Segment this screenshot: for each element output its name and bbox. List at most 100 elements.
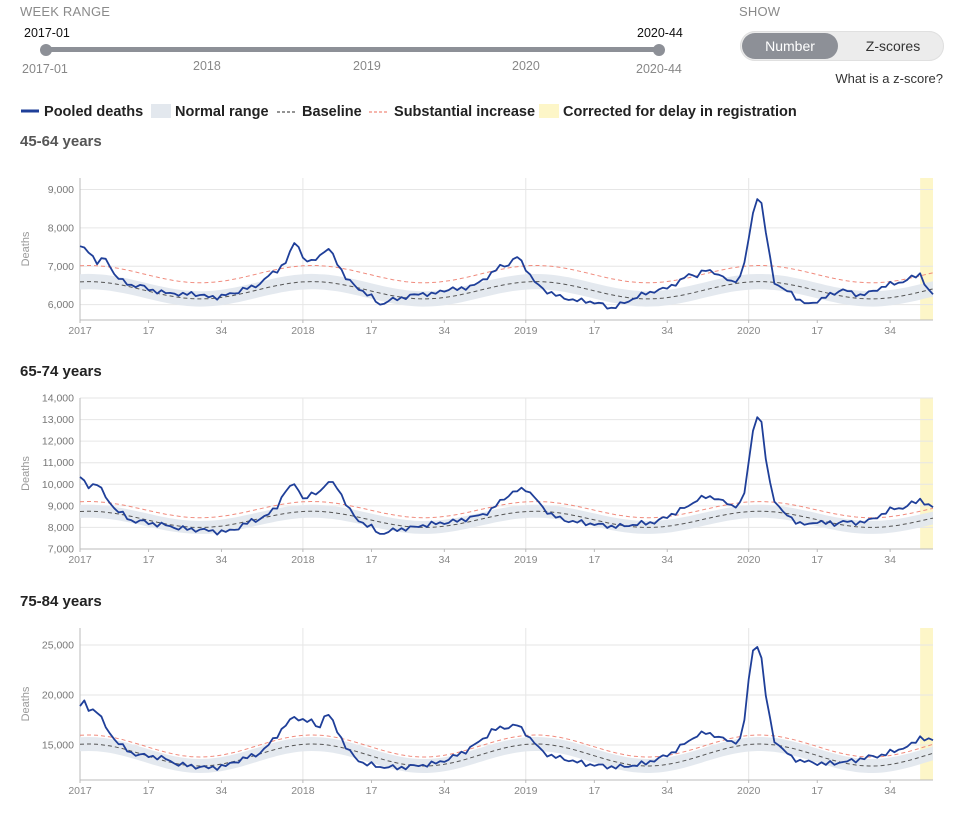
y-tick-label: 8,000 (48, 522, 74, 534)
x-tick-label: 34 (439, 325, 451, 337)
x-tick-label: 2020 (737, 554, 761, 566)
range-max-label: 2020-44 (636, 62, 682, 76)
x-tick-label: 17 (811, 325, 823, 337)
y-tick-label: 15,000 (42, 740, 74, 752)
x-tick-label: 2020 (737, 785, 761, 797)
slider-handle-end[interactable] (653, 44, 665, 56)
toggle-zscores[interactable]: Z-scores (865, 38, 921, 54)
x-tick-label: 17 (366, 554, 378, 566)
substantial-increase-line (79, 734, 934, 758)
x-tick-label: 34 (884, 785, 896, 797)
week-range-slider[interactable] (40, 44, 666, 56)
legend-corrected-label: Corrected for delay in registration (563, 104, 797, 120)
x-tick-label: 34 (884, 325, 896, 337)
legend: Pooled deaths Normal range Baseline Subs… (20, 104, 920, 122)
x-tick-label: 17 (143, 785, 155, 797)
x-tick-label: 34 (439, 785, 451, 797)
corrected-swatch-icon (539, 104, 559, 118)
y-axis-label: Deaths (20, 686, 32, 721)
y-axis-label: Deaths (20, 231, 32, 266)
x-tick-label: 17 (589, 325, 601, 337)
y-tick-label: 10,000 (42, 479, 74, 491)
y-tick-label: 7,000 (48, 544, 74, 556)
normal-range-band (80, 504, 933, 534)
pooled-deaths-line (79, 416, 934, 536)
y-tick-label: 6,000 (48, 299, 74, 311)
legend-substantial: Substantial increase (368, 104, 535, 120)
substantial-increase-line (79, 500, 934, 519)
panel-title-75-84: 75-84 years (20, 593, 102, 610)
y-tick-label: 20,000 (42, 690, 74, 702)
legend-corrected: Corrected for delay in registration (539, 104, 797, 120)
y-tick-label: 11,000 (43, 457, 74, 469)
x-tick-label: 34 (661, 554, 673, 566)
x-tick-label: 2017 (68, 785, 92, 797)
x-tick-label: 2018 (291, 554, 315, 566)
pooled-deaths-line (79, 198, 934, 310)
slider-handle-start[interactable] (40, 44, 52, 56)
slider-track (46, 47, 660, 52)
slider-year-tick: 2019 (353, 59, 381, 73)
x-tick-label: 2019 (514, 785, 538, 797)
x-tick-label: 2019 (514, 325, 538, 337)
y-tick-label: 9,000 (48, 500, 74, 512)
legend-normal-label: Normal range (175, 104, 269, 120)
x-tick-label: 17 (589, 554, 601, 566)
x-tick-label: 17 (143, 554, 155, 566)
legend-pooled: Pooled deaths (20, 104, 143, 120)
baseline-line (79, 510, 934, 528)
show-toggle: Number Z-scores (740, 31, 944, 61)
show-label: SHOW (739, 4, 781, 19)
x-tick-label: 17 (811, 785, 823, 797)
chart-65-74: 7,000 8,000 9,000 10,000 11,000 12,000 13,000 1… (20, 393, 934, 566)
legend-substantial-label: Substantial increase (394, 104, 536, 120)
x-tick-label: 34 (661, 785, 673, 797)
x-tick-label: 17 (143, 325, 155, 337)
y-axis-label: Deaths (20, 456, 32, 491)
x-tick-label: 17 (589, 785, 601, 797)
week-range-label: WEEK RANGE (20, 4, 111, 19)
x-tick-label: 34 (884, 554, 896, 566)
y-tick-label: 9,000 (48, 184, 74, 196)
x-tick-label: 2018 (291, 785, 315, 797)
y-tick-label: 12,000 (42, 436, 74, 448)
baseline-line (79, 281, 934, 300)
x-tick-label: 34 (216, 554, 228, 566)
chart-45-64: 6,000 7,000 8,000 9,000 2017 17 34 2018 17 34 2019… (20, 178, 934, 337)
slider-year-tick: 2020 (512, 59, 540, 73)
slider-year-tick: 2018 (193, 59, 221, 73)
range-start-value: 2017-01 (24, 26, 70, 40)
substantial-increase-line (79, 264, 934, 284)
x-tick-label: 2019 (514, 554, 538, 566)
y-tick-label: 14,000 (42, 393, 74, 405)
legend-normal: Normal range (151, 104, 269, 120)
zscore-help-link[interactable]: What is a z-score? (835, 71, 943, 86)
pooled-line-icon (21, 109, 39, 113)
panel-title-45-64: 45-64 years (20, 133, 102, 150)
panel-title-65-74: 65-74 years (20, 363, 102, 380)
x-tick-label: 34 (661, 325, 673, 337)
legend-pooled-label: Pooled deaths (44, 104, 144, 120)
x-tick-label: 34 (216, 785, 228, 797)
normal-range-swatch-icon (151, 104, 171, 118)
legend-baseline-label: Baseline (302, 104, 362, 120)
x-tick-label: 17 (366, 785, 378, 797)
range-end-value: 2020-44 (637, 26, 683, 40)
x-tick-label: 17 (366, 325, 378, 337)
pooled-deaths-line (79, 646, 934, 771)
x-tick-label: 17 (811, 554, 823, 566)
x-tick-label: 2018 (291, 325, 315, 337)
y-tick-label: 7,000 (48, 261, 74, 273)
chart-75-84: 15,000 20,000 25,000 2017 17 34 2018 17 34 2019 17… (20, 628, 934, 797)
y-tick-label: 25,000 (42, 640, 74, 652)
normal-range-band (80, 273, 933, 307)
toggle-number[interactable]: Number (742, 33, 838, 59)
legend-baseline: Baseline (276, 104, 362, 120)
substantial-dash-icon (369, 111, 389, 113)
corrected-region (920, 628, 933, 780)
x-tick-label: 34 (216, 325, 228, 337)
range-min-label: 2017-01 (22, 62, 68, 76)
x-tick-label: 2017 (68, 325, 92, 337)
baseline-line (79, 743, 934, 767)
baseline-dash-icon (277, 111, 297, 113)
